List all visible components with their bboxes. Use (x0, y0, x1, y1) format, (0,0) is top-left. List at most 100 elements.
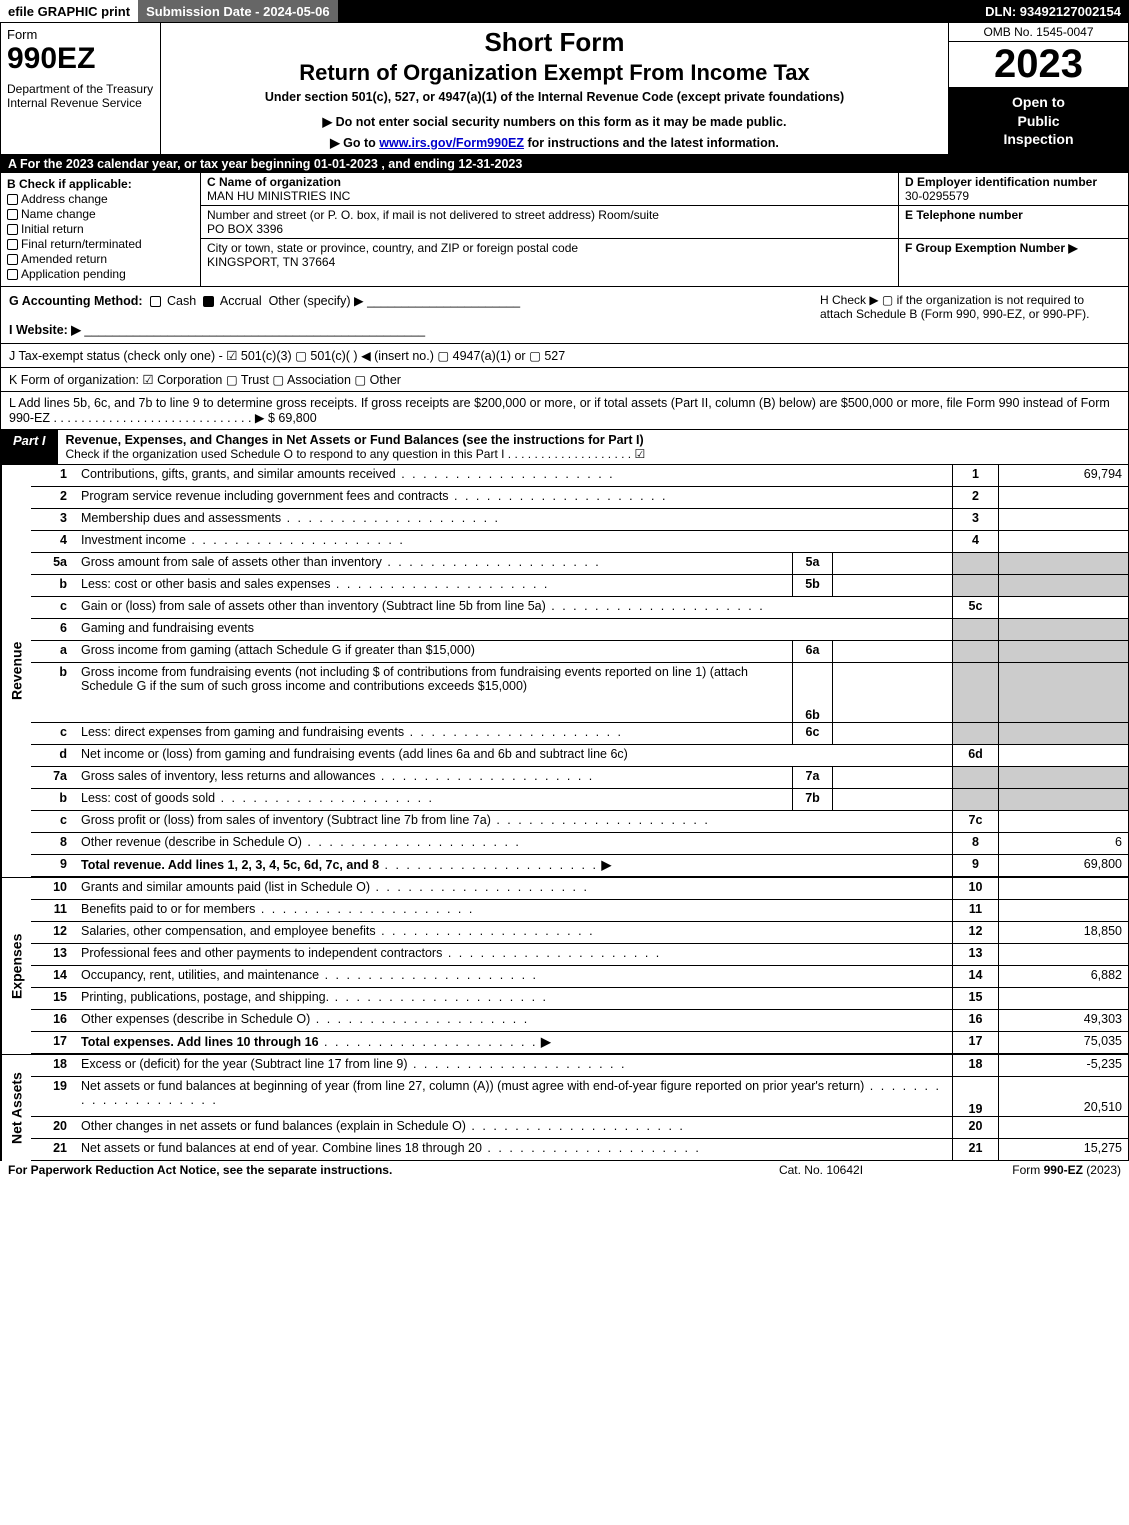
l6c-desc: Less: direct expenses from gaming and fu… (77, 723, 792, 744)
l6b-val (998, 663, 1128, 722)
chk-pending[interactable]: Application pending (7, 267, 194, 281)
l14-desc: Occupancy, rent, utilities, and maintena… (77, 966, 952, 987)
l7b-num: b (31, 789, 77, 810)
l-text: L Add lines 5b, 6c, and 7b to line 9 to … (9, 396, 1110, 425)
l19-desc: Net assets or fund balances at beginning… (77, 1077, 952, 1116)
dln: DLN: 93492127002154 (977, 0, 1129, 22)
l8-desc: Other revenue (describe in Schedule O) (77, 833, 952, 854)
l20-col: 20 (952, 1117, 998, 1138)
l5c-val (998, 597, 1128, 618)
l6c-num: c (31, 723, 77, 744)
l5a-col (952, 553, 998, 574)
l21-val: 15,275 (998, 1139, 1128, 1160)
row-a: A For the 2023 calendar year, or tax yea… (0, 155, 1129, 173)
revenue-vlabel: Revenue (1, 465, 31, 877)
irs-link[interactable]: www.irs.gov/Form990EZ (379, 136, 524, 150)
chk-amended-label: Amended return (21, 252, 107, 266)
chk-name[interactable]: Name change (7, 207, 194, 221)
l5c-col: 5c (952, 597, 998, 618)
d-label: D Employer identification number (905, 175, 1097, 189)
omb-number: OMB No. 1545-0047 (949, 23, 1128, 42)
l17-val: 75,035 (998, 1032, 1128, 1053)
accrual-label: Accrual (220, 294, 262, 308)
l11-val (998, 900, 1128, 921)
l21-desc: Net assets or fund balances at end of ye… (77, 1139, 952, 1160)
chk-final[interactable]: Final return/terminated (7, 237, 194, 251)
l7c-col: 7c (952, 811, 998, 832)
l13-num: 13 (31, 944, 77, 965)
l11-num: 11 (31, 900, 77, 921)
l5a-val (998, 553, 1128, 574)
l21-col: 21 (952, 1139, 998, 1160)
l10-desc: Grants and similar amounts paid (list in… (77, 878, 952, 899)
submission-date: Submission Date - 2024-05-06 (138, 0, 338, 22)
l12-desc: Salaries, other compensation, and employ… (77, 922, 952, 943)
l8-col: 8 (952, 833, 998, 854)
l5b-val (998, 575, 1128, 596)
l14-col: 14 (952, 966, 998, 987)
chk-accrual[interactable] (203, 296, 214, 307)
l1-num: 1 (31, 465, 77, 486)
section-c: C Name of organization MAN HU MINISTRIES… (201, 173, 898, 286)
chk-initial-label: Initial return (21, 222, 84, 236)
part1-header: Part I Revenue, Expenses, and Changes in… (0, 429, 1129, 465)
l6-val (998, 619, 1128, 640)
chk-amended[interactable]: Amended return (7, 252, 194, 266)
g-label: G Accounting Method: (9, 294, 143, 308)
l17-num: 17 (31, 1032, 77, 1053)
part1-tag: Part I (1, 430, 58, 464)
l3-val (998, 509, 1128, 530)
l9-val: 69,800 (998, 855, 1128, 876)
part1-title: Revenue, Expenses, and Changes in Net As… (66, 433, 644, 447)
part1-grid: Revenue 1Contributions, gifts, grants, a… (0, 465, 1129, 1161)
l6c-col (952, 723, 998, 744)
l5a-desc: Gross amount from sale of assets other t… (77, 553, 792, 574)
other-label: Other (specify) ▶ (269, 294, 364, 308)
l1-val: 69,794 (998, 465, 1128, 486)
chk-cash[interactable] (150, 296, 161, 307)
l4-num: 4 (31, 531, 77, 552)
l3-col: 3 (952, 509, 998, 530)
l2-desc: Program service revenue including govern… (77, 487, 952, 508)
l6b-col (952, 663, 998, 722)
l2-col: 2 (952, 487, 998, 508)
l7a-val (998, 767, 1128, 788)
cash-label: Cash (167, 294, 196, 308)
l5a-num: 5a (31, 553, 77, 574)
l15-val (998, 988, 1128, 1009)
l7c-num: c (31, 811, 77, 832)
l18-val: -5,235 (998, 1055, 1128, 1076)
l12-num: 12 (31, 922, 77, 943)
part1-sub: Check if the organization used Schedule … (66, 447, 1120, 461)
chk-name-label: Name change (21, 207, 96, 221)
l5a-mini: 5a (792, 553, 832, 574)
chk-address-label: Address change (21, 192, 108, 206)
l19-num: 19 (31, 1077, 77, 1116)
line-l: L Add lines 5b, 6c, and 7b to line 9 to … (0, 391, 1129, 429)
short-form-title: Short Form (171, 27, 938, 58)
l6d-col: 6d (952, 745, 998, 766)
org-name: MAN HU MINISTRIES INC (207, 189, 350, 203)
form-word: Form (7, 27, 154, 42)
l1-col: 1 (952, 465, 998, 486)
l15-desc: Printing, publications, postage, and shi… (77, 988, 952, 1009)
l7c-val (998, 811, 1128, 832)
dept-label: Department of the Treasury Internal Reve… (7, 82, 154, 110)
l18-desc: Excess or (deficit) for the year (Subtra… (77, 1055, 952, 1076)
section-def: D Employer identification number 30-0295… (898, 173, 1128, 286)
h-text: H Check ▶ ▢ if the organization is not r… (820, 293, 1120, 337)
l19-col: 19 (952, 1077, 998, 1116)
revenue-section: Revenue 1Contributions, gifts, grants, a… (1, 465, 1128, 878)
l8-val: 6 (998, 833, 1128, 854)
org-address: PO BOX 3396 (207, 222, 283, 236)
form-number: 990EZ (7, 42, 154, 76)
chk-initial[interactable]: Initial return (7, 222, 194, 236)
chk-address[interactable]: Address change (7, 192, 194, 206)
open2: Public (1017, 113, 1059, 129)
open-to-public: Open to Public Inspection (949, 87, 1128, 154)
e-label: E Telephone number (905, 208, 1023, 222)
l7c-desc: Gross profit or (loss) from sales of inv… (77, 811, 952, 832)
l13-val (998, 944, 1128, 965)
spacer (338, 0, 978, 22)
c-label: C Name of organization (207, 175, 341, 189)
